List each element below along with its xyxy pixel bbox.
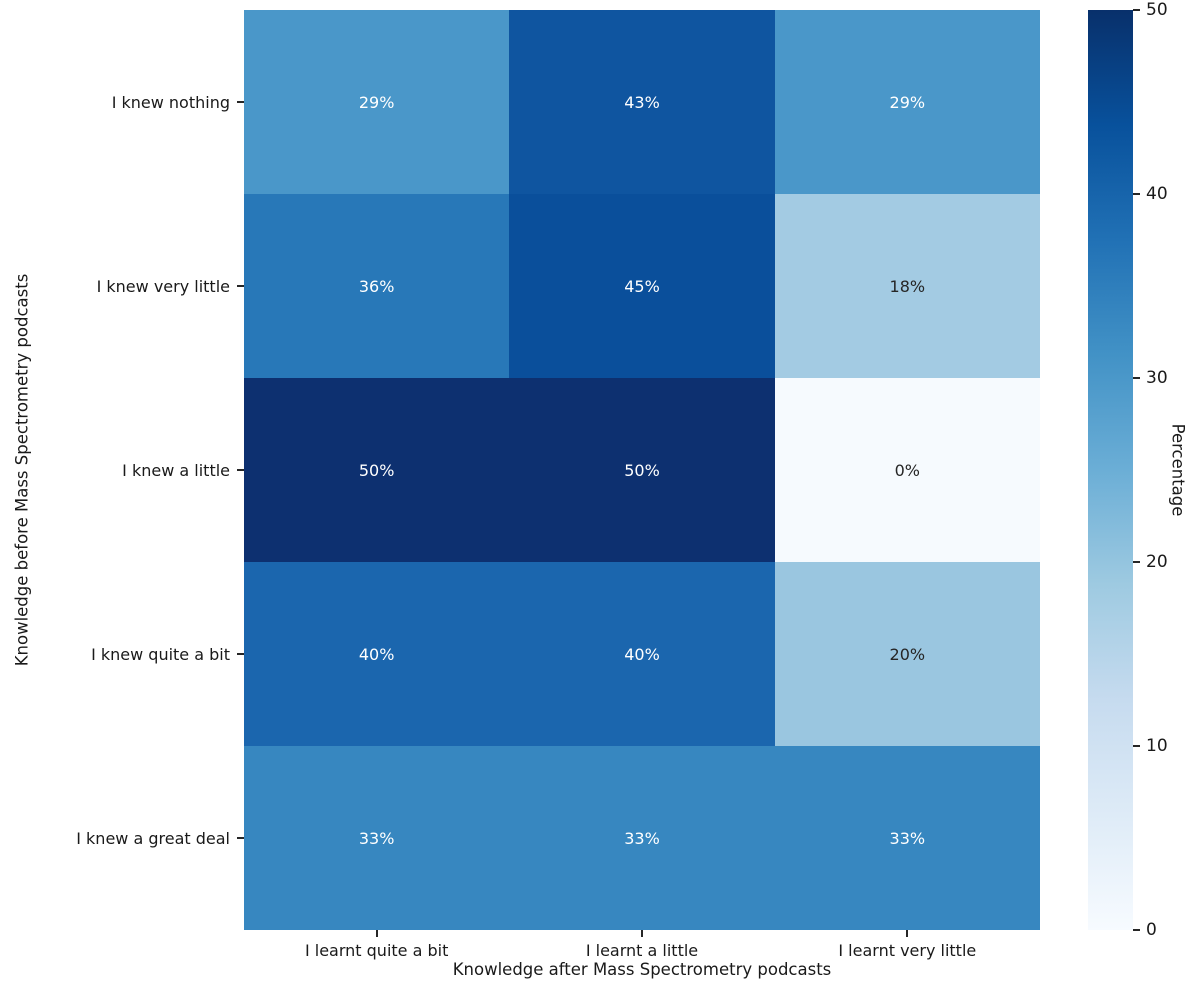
cell-value-label: 33%: [889, 828, 926, 848]
colorbar-ticklabel: 50: [1146, 0, 1168, 20]
heatmap-cell: 40%: [509, 562, 775, 746]
heatmap-cell: 0%: [774, 378, 1040, 562]
cell-value-label: 33%: [358, 828, 395, 848]
heatmap-cell: 33%: [244, 746, 510, 930]
heatmap-cell: 18%: [774, 194, 1040, 378]
colorbar-ticklabel: 30: [1146, 368, 1168, 388]
cell-value-label: 50%: [358, 460, 395, 480]
cell-value-label: 36%: [358, 276, 395, 296]
x-axis-title: Knowledge after Mass Spectrometry podcas…: [452, 960, 832, 979]
colorbar-tick-mark: [1133, 9, 1140, 11]
heatmap-cell: 45%: [509, 194, 775, 378]
x-tick-mark: [640, 930, 643, 937]
colorbar-tick-mark: [1133, 193, 1140, 195]
cell-value-label: 40%: [624, 644, 660, 664]
cell-value-label: 33%: [624, 828, 660, 848]
cell-value-label: 29%: [358, 92, 395, 112]
colorbar-tick-mark: [1133, 745, 1140, 747]
x-tick-mark: [375, 930, 378, 937]
y-tick-mark: [237, 285, 244, 287]
x-ticklabel: I learnt a little: [585, 941, 699, 960]
heatmap-cell: 43%: [509, 10, 775, 194]
colorbar-ticklabel: 0: [1146, 920, 1157, 940]
colorbar-ticklabel: 20: [1146, 552, 1168, 572]
colorbar-label: Percentage: [1168, 423, 1188, 517]
cell-value-label: 40%: [358, 644, 395, 664]
x-tick-mark: [906, 930, 909, 937]
y-ticklabel: I knew quite a bit: [91, 644, 230, 664]
cell-value-label: 18%: [889, 276, 926, 296]
heatmap-cell: 50%: [509, 378, 775, 562]
y-ticklabel: I knew nothing: [111, 92, 230, 112]
heatmap-cell: 20%: [774, 562, 1040, 746]
y-tick-mark: [237, 653, 244, 655]
colorbar-ticklabel: 10: [1146, 736, 1168, 756]
x-ticklabel-slot: I learnt a little: [509, 930, 774, 960]
colorbar-tick-mark: [1133, 929, 1140, 931]
y-ticklabel: I knew a great deal: [76, 828, 230, 848]
y-ticklabel: I knew very little: [96, 276, 230, 296]
x-axis-ticklabels: I learnt quite a bit I learnt a little I l…: [244, 930, 1040, 960]
colorbar-tick-mark: [1133, 561, 1140, 563]
y-ticklabel-slot: I knew a great deal: [0, 746, 244, 930]
heatmap-grid: 29% 43% 29% 36% 45% 18% 50% 50% 0% 40% 40% 20% 33% 33…: [244, 10, 1040, 930]
cell-value-label: 43%: [624, 92, 660, 112]
colorbar-tick-mark: [1133, 377, 1140, 379]
colorbar: [1088, 10, 1133, 930]
cell-value-label: 29%: [889, 92, 926, 112]
cell-value-label: 50%: [624, 460, 660, 480]
y-tick-mark: [237, 101, 244, 103]
x-ticklabel: I learnt very little: [838, 941, 977, 960]
y-ticklabel-slot: I knew very little: [0, 194, 244, 378]
heatmap-cell: 33%: [774, 746, 1040, 930]
colorbar-ticklabel: 40: [1146, 184, 1168, 204]
cell-value-label: 20%: [889, 644, 926, 664]
x-ticklabel-slot: I learnt quite a bit: [244, 930, 509, 960]
cell-value-label: 0%: [894, 460, 921, 480]
y-ticklabel-slot: I knew nothing: [0, 10, 244, 194]
heatmap-cell: 36%: [244, 194, 510, 378]
heatmap-cell: 29%: [244, 10, 510, 194]
colorbar-ticklabels: 0 10 20 30 40 50: [1088, 0, 1200, 940]
x-ticklabel: I learnt quite a bit: [304, 941, 449, 960]
y-axis-ticklabels: I knew nothing I knew very little I knew a…: [0, 10, 244, 930]
y-tick-mark: [237, 837, 244, 839]
heatmap-cell: 40%: [244, 562, 510, 746]
x-ticklabel-slot: I learnt very little: [775, 930, 1040, 960]
y-ticklabel-slot: I knew a little: [0, 378, 244, 562]
heatmap-cell: 50%: [244, 378, 510, 562]
heatmap-cell: 33%: [509, 746, 775, 930]
y-tick-mark: [237, 469, 244, 471]
heatmap-cell: 29%: [774, 10, 1040, 194]
cell-value-label: 45%: [624, 276, 660, 296]
y-ticklabel: I knew a little: [122, 460, 230, 480]
y-ticklabel-slot: I knew quite a bit: [0, 562, 244, 746]
